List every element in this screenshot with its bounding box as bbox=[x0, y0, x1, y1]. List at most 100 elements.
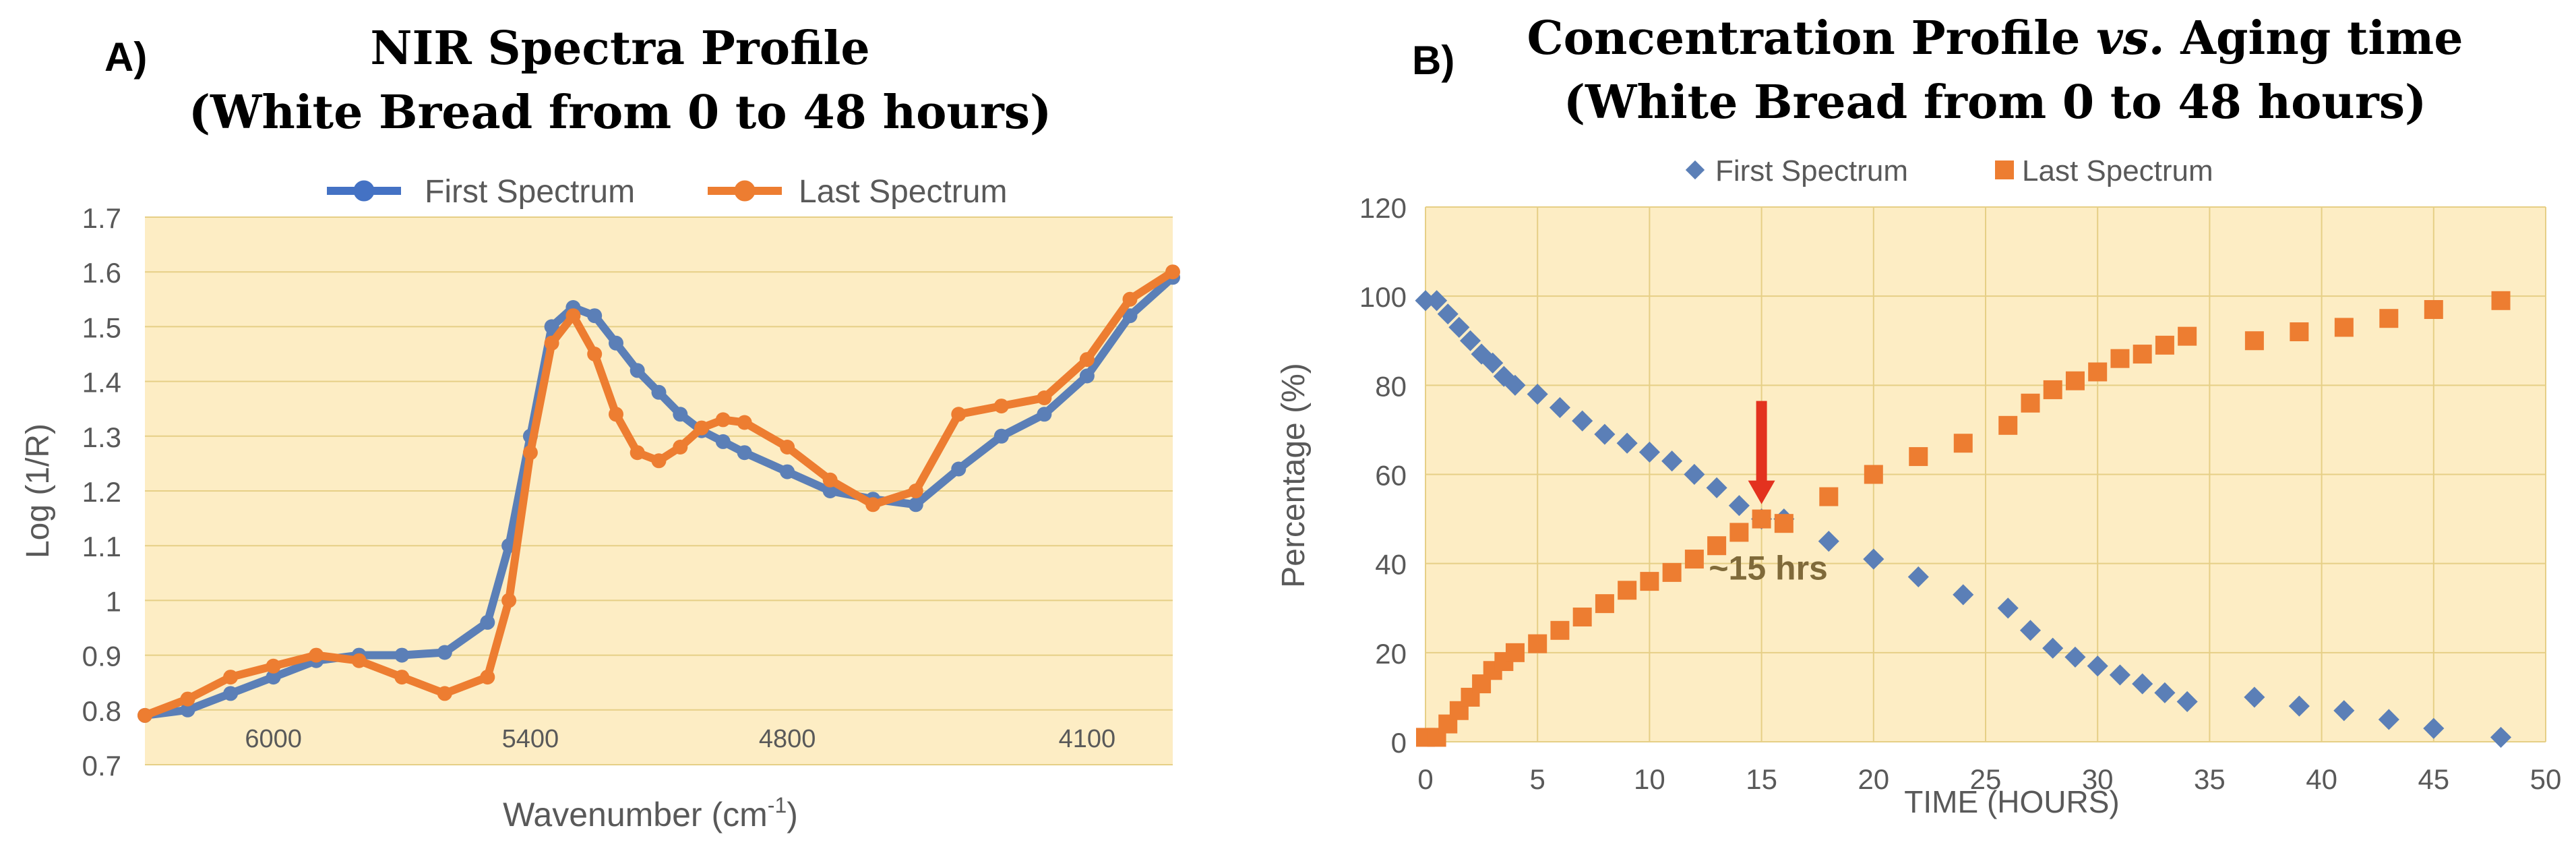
chart-a-title-line2: (White Bread from 0 to 48 hours) bbox=[189, 86, 1051, 140]
point-a-first bbox=[587, 308, 603, 324]
point-b-last bbox=[1662, 562, 1682, 582]
x-tick-b: 25 bbox=[1970, 763, 2002, 795]
y-tick-a: 0.8 bbox=[82, 695, 121, 727]
point-a-last bbox=[780, 440, 795, 455]
point-a-first bbox=[673, 407, 688, 422]
x-label-a-sup: -1 bbox=[768, 793, 787, 817]
point-b-first bbox=[2132, 673, 2153, 695]
point-b-first bbox=[2378, 709, 2399, 730]
y-tick-b: 100 bbox=[1359, 281, 1407, 313]
annotation-arrow-shaft bbox=[1756, 401, 1767, 482]
point-a-last bbox=[1079, 352, 1095, 368]
point-b-last bbox=[1819, 487, 1839, 506]
point-b-last bbox=[1909, 447, 1928, 467]
point-b-last bbox=[2334, 318, 2354, 337]
point-b-first bbox=[1616, 432, 1638, 454]
point-a-last bbox=[351, 653, 367, 668]
point-b-last bbox=[1707, 536, 1727, 556]
annotation-label: ~15 hrs bbox=[1709, 550, 1828, 587]
point-a-first bbox=[266, 670, 281, 685]
point-a-last bbox=[180, 691, 195, 707]
x-tick-b: 40 bbox=[2306, 763, 2337, 795]
x-tick-b: 10 bbox=[1634, 763, 1665, 795]
point-a-last bbox=[715, 412, 731, 428]
point-a-last bbox=[266, 658, 281, 674]
y-tick-a: 1.3 bbox=[82, 421, 121, 453]
point-b-last bbox=[2178, 326, 2197, 346]
x-tick-b: 15 bbox=[1746, 763, 1777, 795]
x-tick-b: 30 bbox=[2082, 763, 2114, 795]
point-a-first bbox=[223, 686, 239, 701]
point-a-first bbox=[780, 464, 795, 479]
chart-a-series bbox=[137, 264, 1180, 723]
y-tick-b: 80 bbox=[1375, 370, 1407, 402]
y-tick-b: 60 bbox=[1375, 460, 1407, 492]
point-a-last bbox=[223, 670, 239, 685]
y-tick-a: 1.7 bbox=[82, 202, 121, 234]
point-a-first bbox=[544, 319, 559, 334]
point-b-last bbox=[1752, 509, 1771, 529]
point-a-last bbox=[501, 593, 517, 608]
point-b-first bbox=[1572, 410, 1593, 432]
x-tick-a: 5400 bbox=[502, 725, 559, 753]
chart-a-title-line1: NIR Spectra Profile bbox=[370, 22, 869, 76]
point-b-first bbox=[1504, 374, 1526, 396]
point-b-first bbox=[1706, 477, 1727, 498]
point-a-last bbox=[651, 453, 667, 469]
point-b-last bbox=[2043, 380, 2062, 399]
chart-a: A) NIR Spectra Profile (White Bread from… bbox=[20, 22, 1180, 833]
title-b-vs: vs. bbox=[2096, 11, 2164, 65]
point-a-first bbox=[1079, 368, 1095, 384]
legend-b-last-label: Last Spectrum bbox=[2022, 154, 2213, 187]
x-label-a-end: ) bbox=[787, 796, 798, 833]
point-b-last bbox=[2155, 335, 2174, 355]
point-b-first bbox=[1482, 352, 1504, 374]
point-b-first bbox=[2244, 686, 2265, 708]
chart-b-y-axis-label: Percentage (%) bbox=[1276, 363, 1312, 588]
point-b-last bbox=[2065, 371, 2085, 390]
point-a-first bbox=[609, 335, 623, 351]
point-a-first bbox=[480, 614, 495, 630]
point-a-last bbox=[437, 686, 452, 701]
chart-b-legend: First Spectrum Last Spectrum bbox=[1685, 154, 2213, 187]
y-tick-a: 1.6 bbox=[82, 257, 121, 289]
point-a-last bbox=[522, 445, 538, 461]
point-a-last bbox=[630, 445, 645, 461]
point-a-last bbox=[587, 347, 603, 361]
point-b-first bbox=[2019, 620, 2042, 641]
legend-b-first-marker bbox=[1685, 160, 1705, 180]
chart-a-y-axis-label: Log (1/R) bbox=[20, 423, 56, 558]
point-a-last bbox=[137, 707, 152, 723]
point-b-last bbox=[2133, 345, 2152, 364]
point-b-first bbox=[2176, 691, 2198, 713]
legend-a-last-label: Last Spectrum bbox=[799, 174, 1007, 210]
point-b-last bbox=[1729, 523, 1749, 542]
point-b-last bbox=[1640, 572, 1659, 591]
point-b-last bbox=[2088, 362, 2108, 382]
x-tick-a: 4800 bbox=[759, 725, 816, 753]
point-b-first bbox=[1863, 548, 1884, 570]
point-b-first bbox=[1437, 303, 1459, 325]
point-a-first bbox=[630, 363, 645, 378]
point-a-last bbox=[565, 308, 581, 324]
point-b-first bbox=[1684, 463, 1705, 486]
point-b-last bbox=[1505, 643, 1525, 662]
y-tick-b: 40 bbox=[1375, 549, 1407, 581]
chart-b-y-ticks: 0 20 40 60 80 100 120 bbox=[1359, 192, 1407, 759]
point-a-first bbox=[437, 645, 452, 660]
chart-b-title-line1: Concentration Profile vs. Aging time bbox=[1527, 11, 2463, 65]
point-b-last bbox=[2110, 349, 2130, 368]
x-label-a-main: Wavenumber (cm bbox=[503, 796, 768, 833]
point-a-last bbox=[673, 440, 688, 455]
point-b-last bbox=[1864, 465, 1883, 484]
point-b-last bbox=[1572, 607, 1592, 626]
point-b-last bbox=[1595, 594, 1614, 614]
y-tick-a: 1.1 bbox=[82, 531, 121, 562]
point-b-last bbox=[2290, 322, 2309, 342]
point-b-last bbox=[1774, 514, 1793, 533]
point-a-last bbox=[822, 472, 838, 488]
point-b-last bbox=[1528, 634, 1547, 653]
chart-a-x-axis-label: Wavenumber (cm-1) bbox=[503, 793, 798, 833]
point-a-first bbox=[1037, 407, 1052, 422]
point-a-first bbox=[715, 434, 731, 449]
